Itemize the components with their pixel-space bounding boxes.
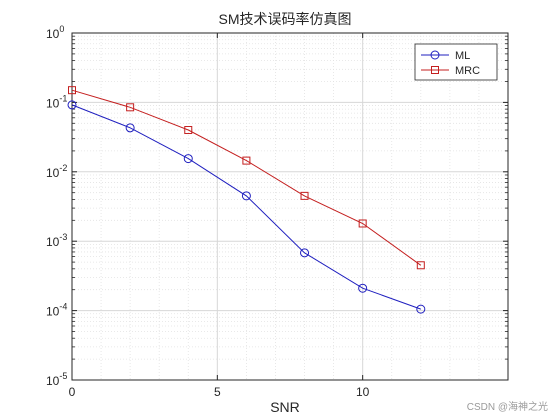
y-tick-label: 10-4 bbox=[46, 302, 67, 319]
x-axis-label: SNR bbox=[270, 399, 300, 415]
watermark-text: CSDN @海神之光 bbox=[467, 400, 548, 413]
data-point-ml bbox=[67, 100, 77, 110]
x-tick-label: 10 bbox=[356, 385, 370, 399]
x-tick-label: 0 bbox=[69, 385, 76, 399]
data-point-ml bbox=[241, 191, 251, 201]
series-lines bbox=[67, 86, 426, 314]
legend-box bbox=[414, 43, 498, 81]
data-point-ml bbox=[416, 304, 426, 314]
data-point-mrc bbox=[358, 219, 367, 228]
series-line-ml bbox=[71, 104, 421, 310]
legend-marker-mrc bbox=[431, 66, 439, 74]
legend: ML MRC bbox=[414, 43, 498, 81]
y-tick-label: 10-3 bbox=[46, 232, 67, 249]
y-tick-label: 10-1 bbox=[46, 93, 67, 110]
chart-title: SM技术误码率仿真图 bbox=[219, 11, 352, 27]
grid bbox=[71, 33, 509, 381]
data-point-mrc bbox=[416, 261, 425, 270]
y-tick-label: 10-2 bbox=[46, 163, 67, 180]
legend-marker-ml bbox=[430, 50, 440, 60]
data-point-ml bbox=[300, 248, 310, 258]
data-point-mrc bbox=[184, 126, 193, 135]
data-point-ml bbox=[125, 123, 135, 133]
data-point-mrc bbox=[68, 86, 76, 95]
data-point-ml bbox=[183, 154, 193, 164]
data-point-mrc bbox=[242, 156, 251, 165]
plot-area bbox=[71, 32, 509, 381]
axis-ticks: 0 5 10 100 10-1 10-2 10-3 10-4 10-5 bbox=[46, 24, 508, 399]
y-tick-label: 10-5 bbox=[46, 371, 67, 388]
data-point-mrc bbox=[300, 191, 309, 200]
legend-label-mrc: MRC bbox=[455, 65, 480, 77]
data-point-mrc bbox=[126, 103, 135, 112]
data-point-ml bbox=[358, 283, 368, 293]
y-tick-label: 100 bbox=[46, 24, 64, 41]
legend-label-ml: ML bbox=[455, 50, 470, 62]
x-tick-label: 5 bbox=[214, 385, 221, 399]
series-line-mrc bbox=[71, 89, 422, 266]
